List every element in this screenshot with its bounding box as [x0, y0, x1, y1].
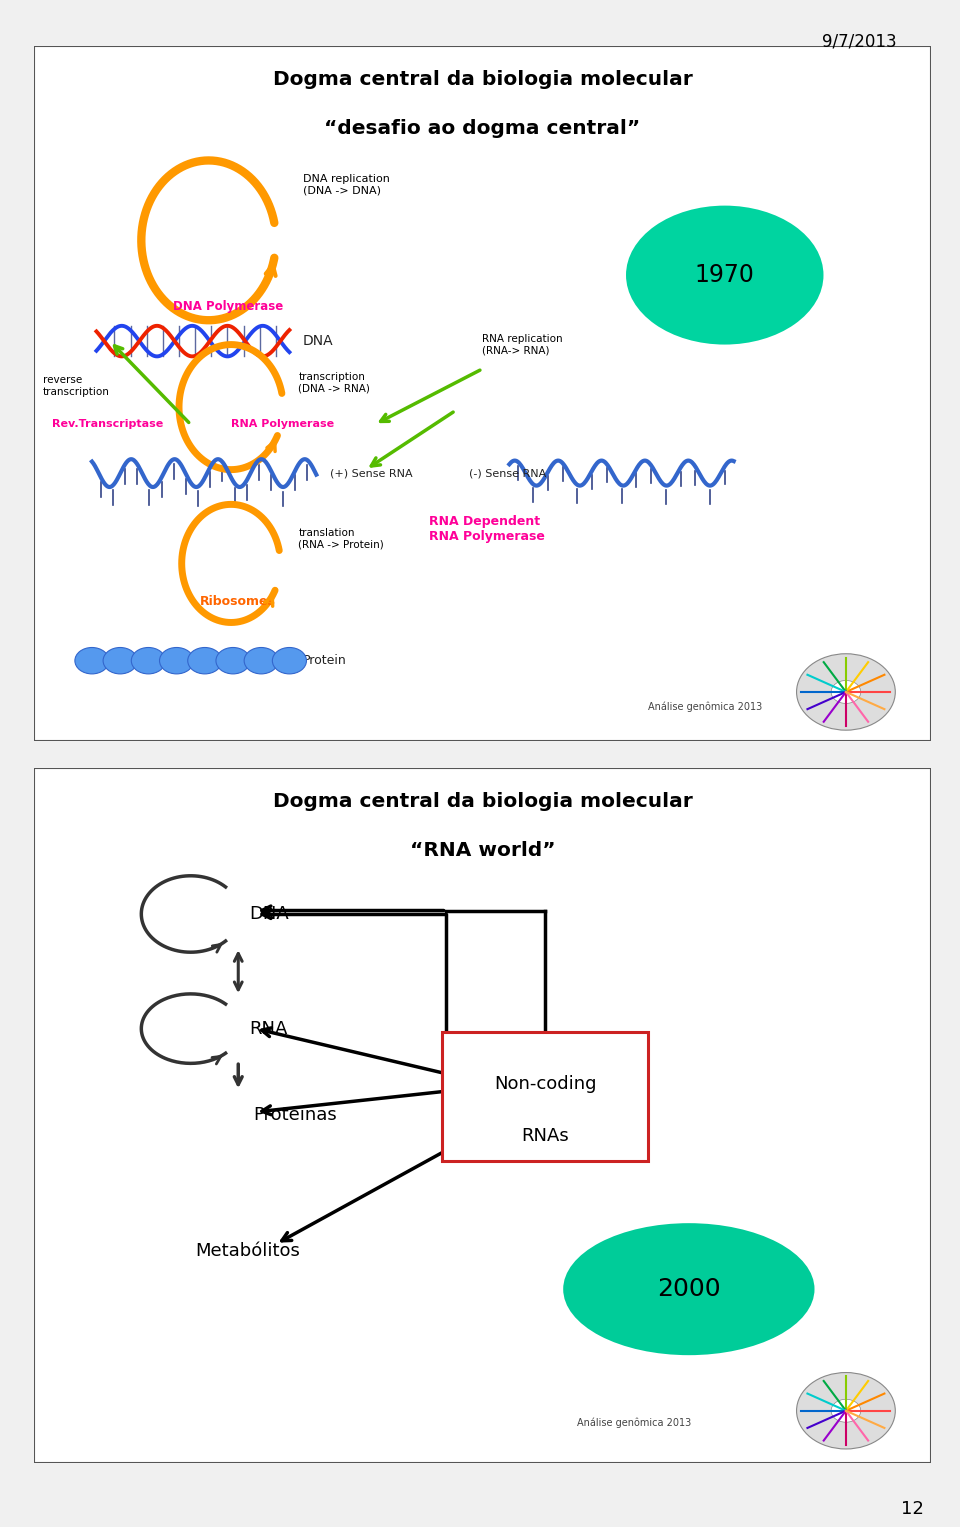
- Text: Protein: Protein: [303, 654, 347, 667]
- Text: DNA Polymerase: DNA Polymerase: [173, 299, 283, 313]
- Text: Non-coding: Non-coding: [494, 1075, 596, 1093]
- Text: Ribosomes: Ribosomes: [200, 596, 276, 608]
- Circle shape: [103, 647, 137, 673]
- Text: “RNA world”: “RNA world”: [410, 841, 555, 860]
- Text: (+) Sense RNA: (+) Sense RNA: [330, 469, 413, 478]
- Text: DNA: DNA: [303, 334, 333, 348]
- Circle shape: [831, 1399, 861, 1422]
- Text: Proteinas: Proteinas: [253, 1107, 337, 1124]
- Circle shape: [216, 647, 250, 673]
- Text: DNA: DNA: [249, 906, 289, 922]
- Text: RNA replication
(RNA-> RNA): RNA replication (RNA-> RNA): [483, 334, 563, 356]
- Text: RNA Dependent
RNA Polymerase: RNA Dependent RNA Polymerase: [428, 515, 544, 542]
- Text: 2000: 2000: [657, 1277, 721, 1301]
- Text: Metabólitos: Metabólitos: [195, 1241, 300, 1260]
- Ellipse shape: [626, 206, 824, 345]
- Text: Rev.Transcriptase: Rev.Transcriptase: [52, 420, 163, 429]
- FancyBboxPatch shape: [442, 1032, 648, 1161]
- Text: (-) Sense RNA: (-) Sense RNA: [468, 469, 546, 478]
- Circle shape: [244, 647, 278, 673]
- Circle shape: [797, 1373, 896, 1449]
- Circle shape: [797, 654, 896, 730]
- Text: Análise genômica 2013: Análise genômica 2013: [648, 702, 762, 713]
- Circle shape: [132, 647, 165, 673]
- Text: 9/7/2013: 9/7/2013: [822, 32, 897, 50]
- Circle shape: [273, 647, 306, 673]
- Circle shape: [188, 647, 222, 673]
- Text: “desafio ao dogma central”: “desafio ao dogma central”: [324, 119, 640, 137]
- Circle shape: [159, 647, 194, 673]
- Circle shape: [831, 681, 861, 704]
- Text: Dogma central da biologia molecular: Dogma central da biologia molecular: [273, 70, 692, 89]
- Text: Dogma central da biologia molecular: Dogma central da biologia molecular: [273, 793, 692, 811]
- Text: translation
(RNA -> Protein): translation (RNA -> Protein): [299, 528, 384, 550]
- Ellipse shape: [564, 1223, 814, 1354]
- Text: RNAs: RNAs: [521, 1127, 569, 1145]
- Text: DNA replication
(DNA -> DNA): DNA replication (DNA -> DNA): [303, 174, 390, 195]
- Text: RNA: RNA: [249, 1020, 287, 1038]
- Text: Análise genômica 2013: Análise genômica 2013: [577, 1417, 691, 1428]
- Text: 12: 12: [900, 1500, 924, 1518]
- Text: 1970: 1970: [695, 263, 755, 287]
- Text: reverse
transcription: reverse transcription: [42, 376, 109, 397]
- Text: transcription
(DNA -> RNA): transcription (DNA -> RNA): [299, 373, 371, 394]
- Text: RNA Polymerase: RNA Polymerase: [231, 420, 334, 429]
- Circle shape: [75, 647, 109, 673]
